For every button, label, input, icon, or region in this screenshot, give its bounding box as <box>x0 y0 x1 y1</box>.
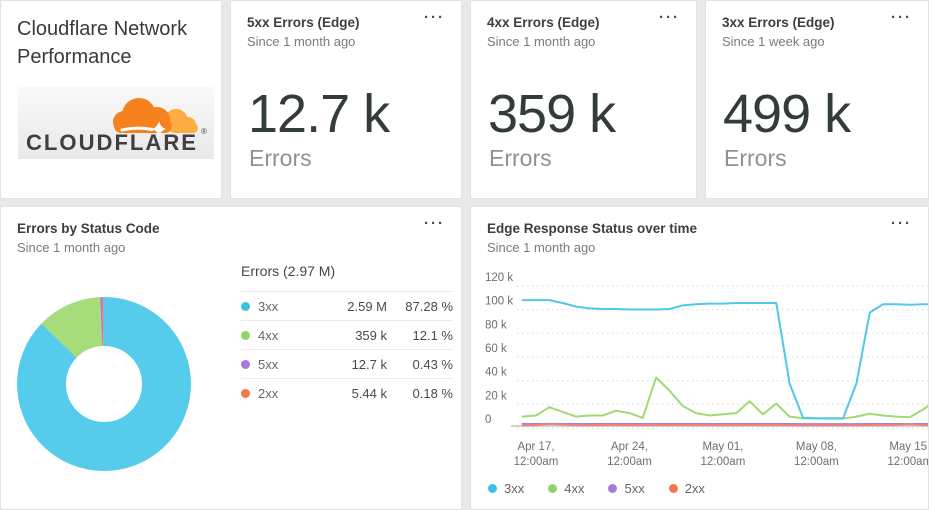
legend-item-2xx[interactable]: 2xx <box>668 481 705 496</box>
row-value: 359 k <box>355 327 387 343</box>
legend-label: 3xx <box>504 481 525 496</box>
row-code: 5xx <box>241 357 311 372</box>
y-axis-label: 20 k <box>485 390 507 402</box>
error-breakdown-table: Errors (2.97 M) 3xx 2.59 M 87.28 % 4xx 3… <box>241 263 453 407</box>
legend-label: 4xx <box>564 481 585 496</box>
series-color-dot <box>241 301 250 311</box>
stat-card-5xx: 5xx Errors (Edge) Since 1 month ago ··· … <box>230 0 462 199</box>
cloudflare-logo-graphic: CLOUDFLARE ® <box>26 98 207 155</box>
x-axis-label: May 15, 12:00am <box>887 441 929 468</box>
panel-title: Errors by Status Code <box>17 221 160 236</box>
stat-card-subtitle: Since 1 month ago <box>247 34 356 49</box>
series-color-dot <box>668 484 678 493</box>
row-value: 12.7 k <box>351 356 387 372</box>
stat-card-header: 5xx Errors (Edge) Since 1 month ago <box>231 1 461 49</box>
stat-card-title: 4xx Errors (Edge) <box>487 15 600 30</box>
series-line-2xx[interactable] <box>521 423 929 427</box>
legend-item-5xx[interactable]: 5xx <box>608 481 645 496</box>
stat-card-4xx: 4xx Errors (Edge) Since 1 month ago ··· … <box>470 0 697 199</box>
series-color-dot <box>241 330 250 340</box>
ellipsis-menu-icon[interactable]: ··· <box>424 215 445 232</box>
series-line-4xx[interactable] <box>521 376 929 420</box>
line-chart[interactable]: 120 k 100 k 80 k 60 k 40 k 20 k 0 Apr 17, 12:00a… <box>471 207 929 510</box>
cloudflare-logo: CLOUDFLARE ® <box>18 87 214 159</box>
header-card: Cloudflare Network Performance CLOUDFLAR… <box>0 0 222 199</box>
stat-card-subtitle: Since 1 month ago <box>487 34 596 49</box>
x-axis-label: May 08, 12:00am <box>794 441 839 468</box>
errors-by-status-panel: Errors by Status Code Since 1 month ago … <box>0 206 462 510</box>
chart-legend: 3xx 4xx 5xx 2xx <box>488 481 705 496</box>
x-axis-label: Apr 24, 12:00am <box>607 441 652 468</box>
ellipsis-menu-icon[interactable]: ··· <box>891 215 912 232</box>
series-line-3xx[interactable] <box>521 299 929 420</box>
row-code: 3xx <box>241 299 311 314</box>
x-axis-label: May 01, 12:00am <box>701 441 746 468</box>
row-code-label: 5xx <box>258 356 279 372</box>
row-code: 2xx <box>241 386 311 401</box>
y-axis-label: 60 k <box>485 343 507 355</box>
stat-unit-label: Errors <box>249 145 312 171</box>
stat-card-header: 4xx Errors (Edge) Since 1 month ago <box>471 1 696 49</box>
stat-card-subtitle: Since 1 week ago <box>722 34 825 49</box>
row-value: 2.59 M <box>347 298 387 314</box>
panel-subtitle: Since 1 month ago <box>487 240 596 255</box>
stat-card-title: 3xx Errors (Edge) <box>722 15 835 30</box>
stat-value: 12.7 k <box>248 84 390 144</box>
row-percent: 0.18 % <box>412 385 453 401</box>
sparkle-icon <box>152 121 166 137</box>
row-code: 4xx <box>241 328 311 343</box>
panel-header: Errors by Status Code Since 1 month ago <box>1 207 461 255</box>
series-color-dot <box>548 484 558 493</box>
logo-wordmark: CLOUDFLARE <box>26 130 198 155</box>
series-color-dot <box>241 359 250 369</box>
cloud-icon <box>113 98 198 137</box>
ellipsis-menu-icon[interactable]: ··· <box>424 9 445 26</box>
y-axis-label: 0 <box>485 414 491 426</box>
table-row-5xx[interactable]: 5xx 12.7 k 0.43 % <box>241 349 453 378</box>
stat-value: 499 k <box>723 84 851 144</box>
y-axis-label: 80 k <box>485 319 507 331</box>
donut-chart[interactable] <box>1 207 462 510</box>
stat-value: 359 k <box>488 84 616 144</box>
swoosh <box>120 126 154 132</box>
legend-label: 2xx <box>684 481 705 496</box>
stat-unit-label: Errors <box>489 145 552 171</box>
panel-title: Edge Response Status over time <box>487 221 698 236</box>
table-row-2xx[interactable]: 2xx 5.44 k 0.18 % <box>241 378 453 407</box>
row-code-label: 3xx <box>258 298 279 314</box>
stat-card-header: 3xx Errors (Edge) Since 1 week ago <box>706 1 928 49</box>
series-color-dot <box>488 484 497 493</box>
row-percent: 87.28 % <box>405 298 453 314</box>
series-color-dot <box>608 484 618 493</box>
legend-item-4xx[interactable]: 4xx <box>548 481 584 496</box>
ellipsis-menu-icon[interactable]: ··· <box>891 9 912 26</box>
stat-unit-label: Errors <box>724 145 787 171</box>
stat-card-3xx: 3xx Errors (Edge) Since 1 week ago ··· 4… <box>705 0 929 199</box>
edge-response-status-panel: Edge Response Status over time Since 1 m… <box>470 206 929 510</box>
series-color-dot <box>241 388 250 398</box>
legend-label: 5xx <box>624 481 645 496</box>
stat-card-title: 5xx Errors (Edge) <box>247 15 360 30</box>
row-code-label: 2xx <box>258 385 279 401</box>
y-axis-label: 120 k <box>485 272 513 284</box>
row-code-label: 4xx <box>258 327 279 343</box>
y-axis-label: 40 k <box>485 367 507 379</box>
y-axis-label: 100 k <box>485 296 513 308</box>
row-value: 5.44 k <box>351 385 387 401</box>
ellipsis-menu-icon[interactable]: ··· <box>659 9 680 26</box>
panel-header: Edge Response Status over time Since 1 m… <box>471 207 928 255</box>
row-percent: 0.43 % <box>412 356 453 372</box>
row-percent: 12.1 % <box>412 327 453 343</box>
table-header: Errors (2.97 M) <box>241 263 336 279</box>
registered-mark: ® <box>201 127 207 136</box>
table-row-4xx[interactable]: 4xx 359 k 12.1 % <box>241 320 453 349</box>
panel-subtitle: Since 1 month ago <box>17 240 126 255</box>
x-axis-label: Apr 17, 12:00am <box>514 441 559 468</box>
page-title: Cloudflare Network Performance <box>17 18 188 68</box>
table-row-3xx[interactable]: 3xx 2.59 M 87.28 % <box>241 291 453 320</box>
legend-item-3xx[interactable]: 3xx <box>488 481 524 496</box>
donut-segment-3xx[interactable] <box>17 297 191 471</box>
